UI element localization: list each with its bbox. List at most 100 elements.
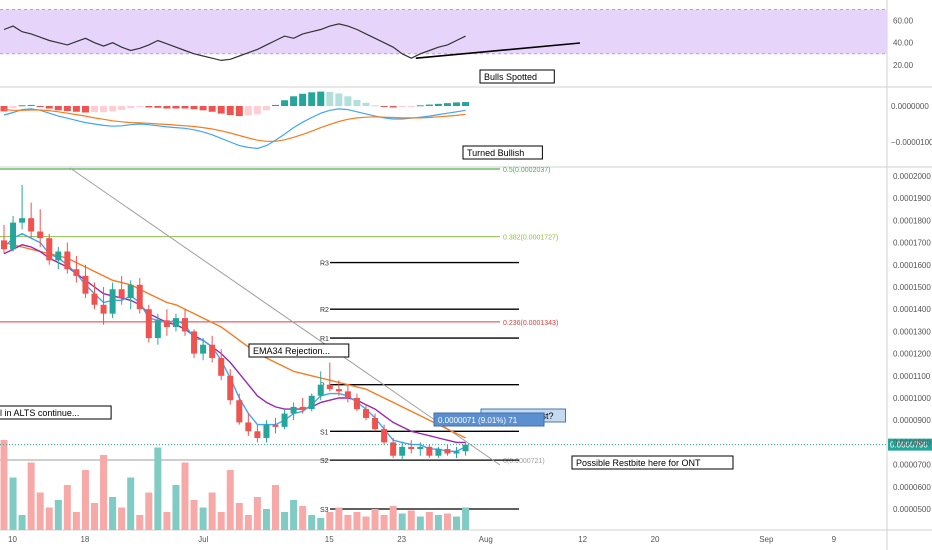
candle-body: [100, 304, 107, 314]
rsi-tick-label: 40.00: [893, 39, 914, 48]
measure-tool-note-text: 0.0000071 (9.01%) 71: [438, 416, 518, 425]
candle-body: [399, 446, 406, 456]
annotations[interactable]: Bulls Spotted Turned Bullish EMA34 Rejecti…: [0, 69, 734, 470]
volume-bar: [154, 447, 162, 530]
time-tick-label: Sep: [759, 535, 774, 544]
macd-histogram-bar: [63, 106, 71, 112]
candle-body: [372, 417, 379, 430]
turned-bullish-note-text: Turned Bullish: [467, 148, 524, 158]
macd-histogram-bar: [127, 106, 135, 109]
price-tick-label: 0.0000800: [893, 438, 931, 447]
candle-body: [37, 231, 44, 239]
macd-histogram-bar: [217, 106, 225, 114]
candle-body: [453, 451, 460, 454]
candle-body: [426, 446, 433, 456]
ema34-line: [3, 241, 466, 439]
volume-bar: [72, 512, 80, 530]
candle-body: [1, 240, 7, 250]
turned-bullish-note-box: [462, 145, 543, 160]
macd-histogram-bar: [443, 103, 451, 106]
volume-bar: [398, 513, 406, 530]
volume-bar: [163, 512, 171, 530]
macd-histogram-bar: [380, 106, 388, 107]
macd-histogram-bar: [453, 102, 460, 106]
volume-bar: [308, 515, 316, 530]
candle-body: [263, 424, 270, 438]
measure-tool-note-box: [433, 412, 545, 427]
volume-bar: [335, 507, 343, 530]
ema34-rejection-note-text: EMA34 Rejection...: [253, 346, 330, 356]
volume-bar: [27, 462, 35, 530]
macd-histogram-bar: [371, 105, 379, 107]
last-price-badge: [888, 438, 932, 451]
macd-line: [3, 108, 466, 150]
rsi-band: [0, 9, 887, 54]
macd-histogram-bar: [154, 106, 162, 108]
rsi-pane[interactable]: [0, 9, 887, 62]
volume-bar: [443, 513, 451, 530]
macd-histogram-bar: [326, 91, 334, 106]
macd-histogram-bar: [353, 99, 361, 106]
candle-body: [73, 269, 80, 276]
macd-histogram-bar: [199, 106, 207, 111]
macd-histogram-bar: [208, 106, 216, 112]
volume-bar: [453, 516, 460, 530]
volume-bar: [299, 506, 307, 530]
time-tick-label: 15: [325, 535, 334, 544]
volume-bar: [45, 507, 53, 530]
macd-histogram-bar: [389, 106, 397, 108]
chart-area[interactable]: [0, 0, 887, 550]
candle-body: [227, 375, 234, 401]
time-tick-label: Aug: [479, 535, 493, 544]
fib-level-label: 0.382(0.0001727): [503, 235, 558, 242]
macd-pane[interactable]: [0, 91, 470, 150]
candle-body: [46, 238, 53, 261]
pivot-label: S1: [320, 429, 329, 436]
macd-histogram-bar: [281, 100, 289, 106]
price-pane[interactable]: 0.5(0.0002037) 0.382(0.0001727) 0.236(0.00…: [0, 167, 887, 530]
candle-body: [408, 446, 415, 450]
volume-bar: [262, 509, 270, 530]
restbite-note-text: Possible Restbite here for ONT: [576, 458, 701, 468]
candle-body: [281, 413, 288, 427]
candle-body: [154, 320, 161, 339]
volume-bar: [281, 512, 289, 530]
macd-histogram-bar: [18, 105, 26, 107]
macd-histogram-bar: [100, 106, 108, 113]
last-price-label: 0.0000790: [890, 441, 928, 450]
macd-histogram-bar: [272, 104, 279, 106]
volume-bar: [226, 470, 234, 530]
macd-histogram-bar: [190, 106, 198, 110]
volume-bar: [199, 507, 207, 530]
price-tick-label: 0.0000600: [893, 483, 931, 492]
volume-bar: [91, 503, 98, 530]
fib-level-label: 0.236(0.0001343): [503, 320, 558, 327]
macd-histogram-bar: [235, 106, 243, 117]
volume-bar: [100, 455, 108, 530]
macd-histogram-bar: [317, 91, 325, 106]
candle-body: [245, 422, 252, 432]
macd-signal-line: [3, 109, 466, 142]
rsi-tick-label: 20.00: [893, 61, 914, 70]
candle-body: [200, 344, 207, 354]
fast-ma-line: [3, 244, 466, 444]
fib-level-label: 0(0.0000721): [503, 458, 545, 465]
restbite-note-box: [571, 455, 734, 470]
price-tick-label: 0.0000500: [893, 505, 931, 514]
volume-bar: [290, 500, 298, 530]
slow-ma-line: [3, 232, 466, 452]
candle-body: [118, 289, 125, 299]
macd-histogram-bar: [253, 106, 261, 115]
volume-bar: [389, 506, 397, 530]
volume-bar: [190, 500, 198, 530]
macd-histogram-bar: [72, 106, 80, 112]
price-tick-label: 0.0001100: [893, 372, 931, 381]
macd-histogram-bar: [136, 106, 144, 108]
pivot-label: R3: [320, 261, 329, 268]
candle-body: [236, 400, 243, 423]
candle-body: [317, 384, 324, 396]
volume-bar: [181, 462, 189, 530]
volume-bar: [272, 485, 279, 530]
volume-bar: [326, 512, 334, 530]
